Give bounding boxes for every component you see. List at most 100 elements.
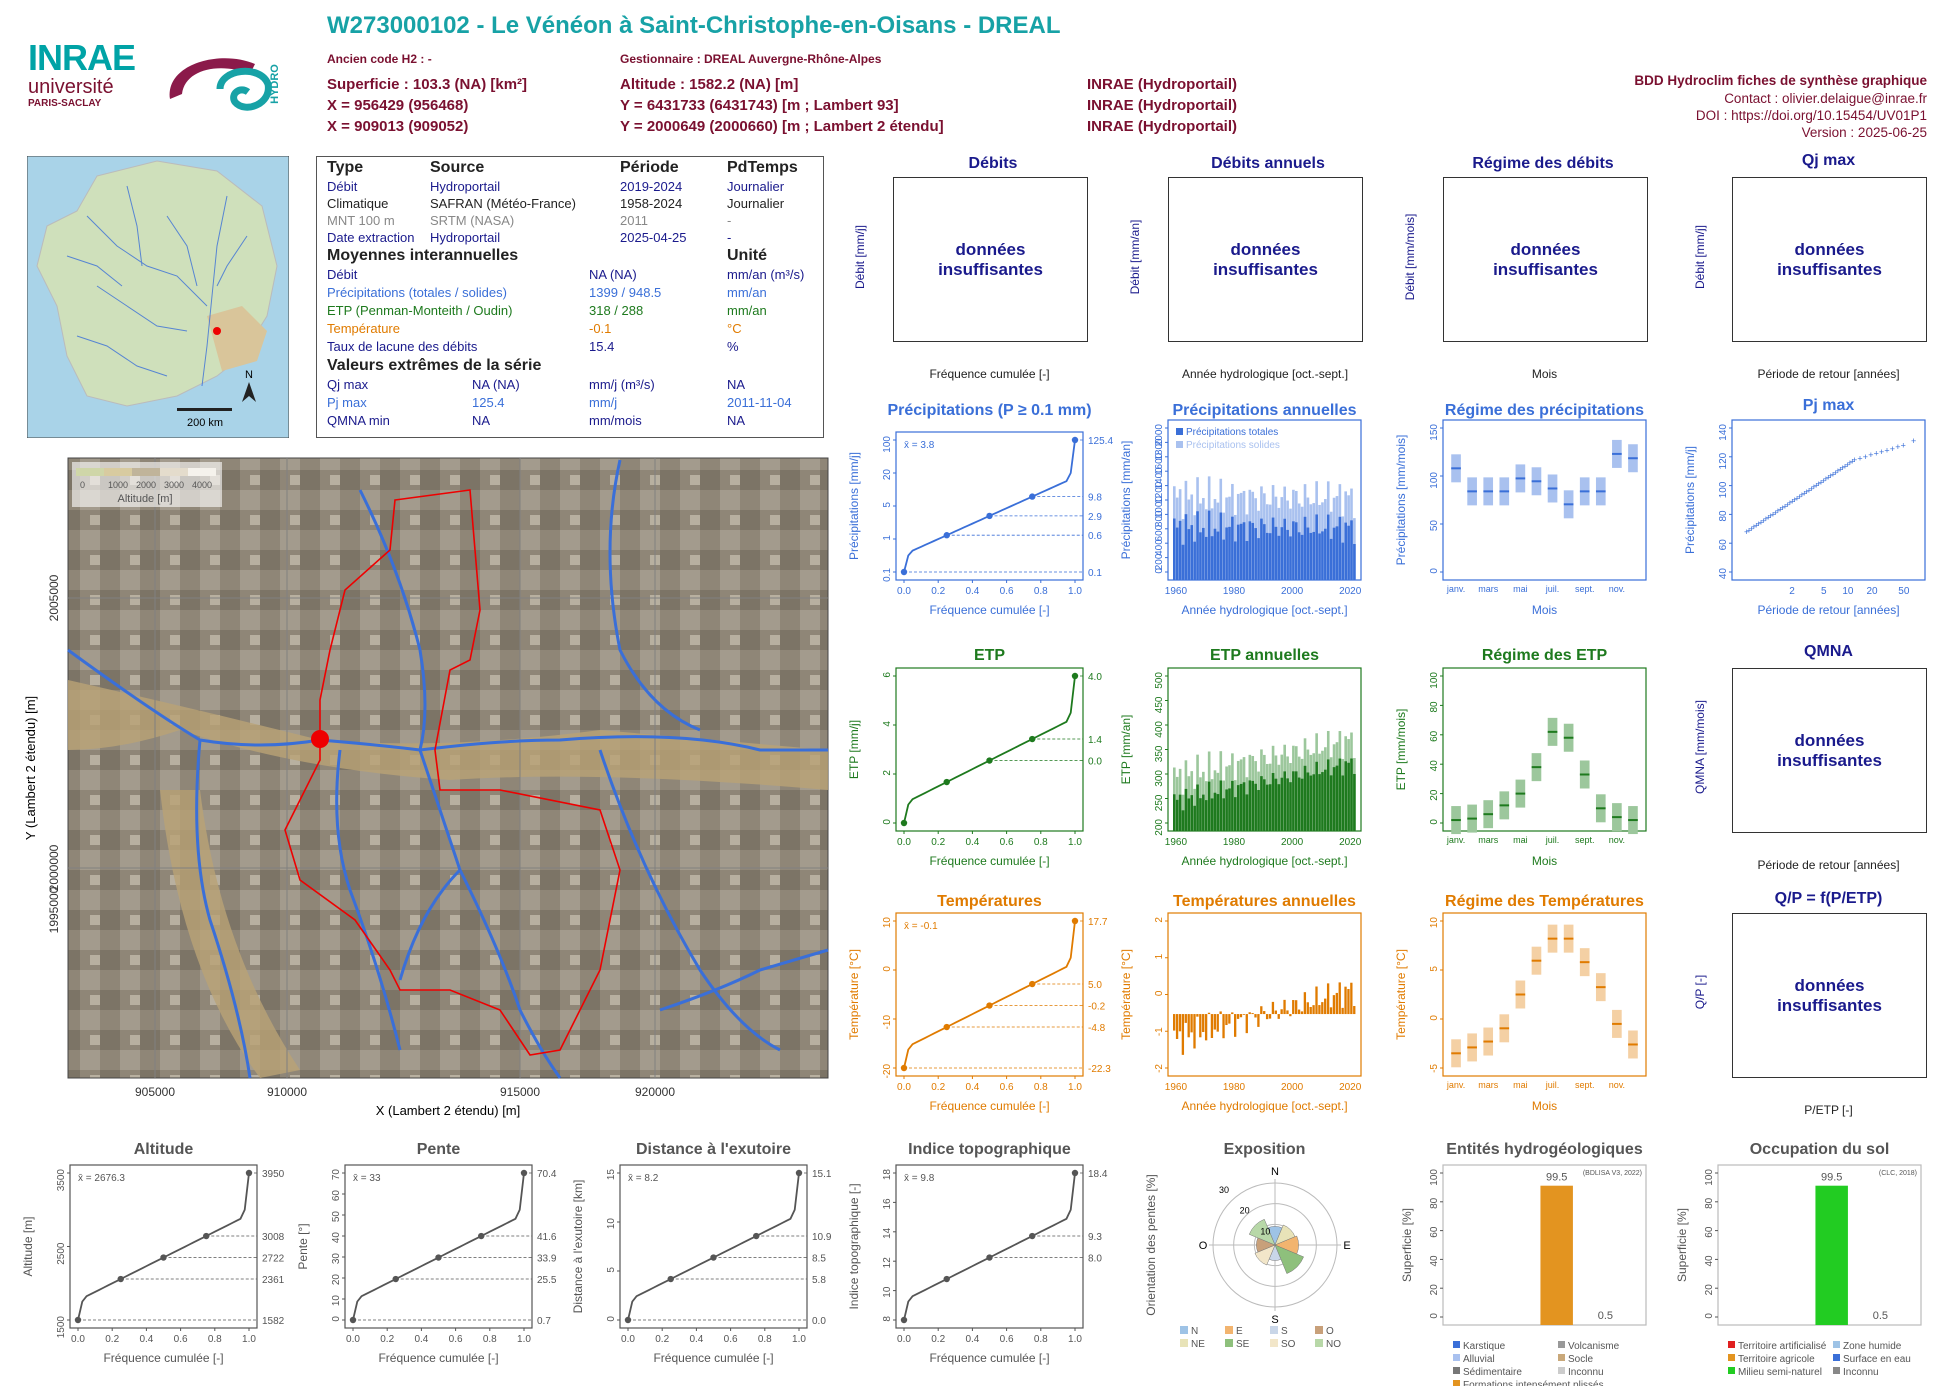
x-tick: 2	[1789, 586, 1795, 597]
h-periode: Période	[620, 159, 679, 176]
bar-anomaly	[1318, 1005, 1321, 1015]
precip_ann: 0200400600800100012001400160018002000196…	[1154, 419, 1362, 597]
debits-ann-title: Débits annuels	[1211, 155, 1325, 172]
pjmax-point: +	[1818, 477, 1823, 487]
bar-oudin	[1248, 780, 1252, 831]
bar-oudin	[1289, 782, 1292, 831]
pjmax-point: +	[1749, 524, 1754, 534]
y-tick: 60	[1429, 1226, 1440, 1238]
bar-anomaly	[1228, 1014, 1231, 1024]
y-tick: -2	[1154, 1064, 1165, 1073]
occsol: 0 20 40 60 80 100 (CLC, 2018) 99.5 0.5 Territoire…	[1704, 1164, 1922, 1378]
x-tick: 0.0	[897, 1082, 911, 1093]
bar-oudin	[1204, 800, 1208, 831]
x-label: Mois	[1532, 603, 1557, 617]
right-tick: 3950	[262, 1169, 285, 1180]
legend-swatch	[1453, 1380, 1460, 1386]
x-tick: 2000	[1281, 1082, 1304, 1093]
bar-oudin	[1236, 785, 1240, 831]
pjmax-point: +	[1879, 447, 1884, 457]
pjmax-point: +	[1830, 469, 1835, 479]
bar-solid	[1187, 529, 1191, 580]
bar-anomaly	[1347, 989, 1350, 1015]
y-tick: 80	[1704, 1197, 1715, 1209]
x-tick: 0.4	[689, 1334, 703, 1345]
bar-oudin	[1175, 799, 1179, 831]
y-tick: 1	[882, 535, 893, 541]
y-tick: 5	[1429, 966, 1440, 972]
pjmax-point: +	[1863, 452, 1868, 462]
info-type: Date extraction	[327, 230, 415, 245]
y-tick: 200	[1154, 819, 1165, 836]
x-tick: 20	[1866, 586, 1878, 597]
legend-item: Sédimentaire	[1463, 1367, 1522, 1378]
pjmax-point: +	[1768, 511, 1773, 521]
quantile-point	[943, 1275, 950, 1283]
expo-sector	[1254, 1244, 1276, 1266]
pjmax-point: +	[1901, 441, 1906, 451]
x-label: Fréquence cumulée [-]	[929, 854, 1049, 868]
y-tick: 1000	[1154, 496, 1165, 519]
mean-label: x̄ = 9.8	[904, 1173, 935, 1184]
bar-oudin	[1312, 774, 1316, 831]
y-tick: 120	[1718, 452, 1729, 469]
y-tick: 140	[1718, 424, 1729, 441]
source-1: INRAE (Hydroportail)	[1087, 76, 1237, 93]
bar-oudin	[1187, 798, 1191, 831]
regime_pr: 0 50 100 150 janv. mars mai juil. sept. nov.	[1429, 419, 1647, 594]
bar-anomaly	[1248, 1012, 1251, 1015]
x-tick: 1960	[1165, 586, 1188, 597]
bar-solid	[1219, 512, 1223, 580]
x-tick: 0.8	[483, 1334, 497, 1345]
y-tick: 100	[1429, 672, 1440, 689]
panel-title: ETP annuelles	[1210, 647, 1319, 664]
x-tick: 1980	[1223, 1082, 1246, 1093]
bar-anomaly	[1245, 1014, 1248, 1034]
bar-solid	[1274, 526, 1278, 580]
ext-value: NA	[472, 413, 491, 428]
ext-title: Valeurs extrêmes de la série	[327, 357, 542, 374]
x-tick: 2000	[1281, 837, 1304, 848]
y-tick: 10	[1429, 917, 1440, 929]
legend-item: Inconnu	[1568, 1367, 1604, 1378]
pjmax-point: +	[1828, 471, 1833, 481]
unite-title: Unité	[727, 247, 767, 264]
y-tick: 5	[882, 502, 893, 508]
bar-solid	[1338, 516, 1342, 580]
bar-solid	[1199, 532, 1202, 580]
right-tick: 125.4	[1088, 436, 1113, 447]
regime-deb-xlabel: Mois	[1531, 367, 1558, 381]
bar-oudin	[1231, 780, 1234, 831]
mean-label: x̄ = 8.2	[628, 1173, 659, 1184]
altitude_cdf: 1500 2500 3500 0.0 0.2 0.4 0.6 0.8 1.0 3950 3008 27…	[56, 1164, 285, 1345]
version: Version : 2025-06-25	[1801, 125, 1927, 140]
y-tick: 1600	[1154, 452, 1165, 475]
y-tick: 80	[1718, 510, 1729, 522]
y-label: Température [°C]	[847, 949, 861, 1040]
info-periode: 2011	[620, 213, 648, 228]
y-tick: 1	[1154, 953, 1165, 959]
mean-label: x̄ = 3.8	[904, 440, 935, 451]
bar-anomaly	[1350, 982, 1353, 1015]
x-label: Fréquence cumulée [-]	[929, 603, 1049, 617]
pjmax-point: +	[1787, 498, 1792, 508]
x-label: Année hydrologique [oct.-sept.]	[1181, 1099, 1347, 1113]
y-tick: 18	[882, 1169, 893, 1181]
x-tick: 1980	[1223, 837, 1246, 848]
bar-oudin	[1300, 778, 1304, 831]
y-label: Superficie [%]	[1675, 1208, 1689, 1282]
legend-swatch	[1270, 1339, 1278, 1347]
x-tick: 1.0	[1068, 1334, 1082, 1345]
y-label: Indice topographique [-]	[847, 1183, 861, 1309]
pjmax-point: +	[1806, 485, 1811, 495]
right-tick: 8.0	[1088, 1254, 1102, 1265]
bar-anomaly	[1225, 1014, 1228, 1026]
y-tick: 100	[882, 436, 893, 453]
bar-anomaly	[1306, 1002, 1309, 1015]
right-tick: 0.7	[537, 1316, 551, 1327]
pjmax-point: +	[1746, 525, 1751, 535]
x-label: Période de retour [années]	[1757, 603, 1899, 617]
y-tick: 30	[331, 1253, 342, 1265]
y-tick: 10	[606, 1218, 617, 1230]
